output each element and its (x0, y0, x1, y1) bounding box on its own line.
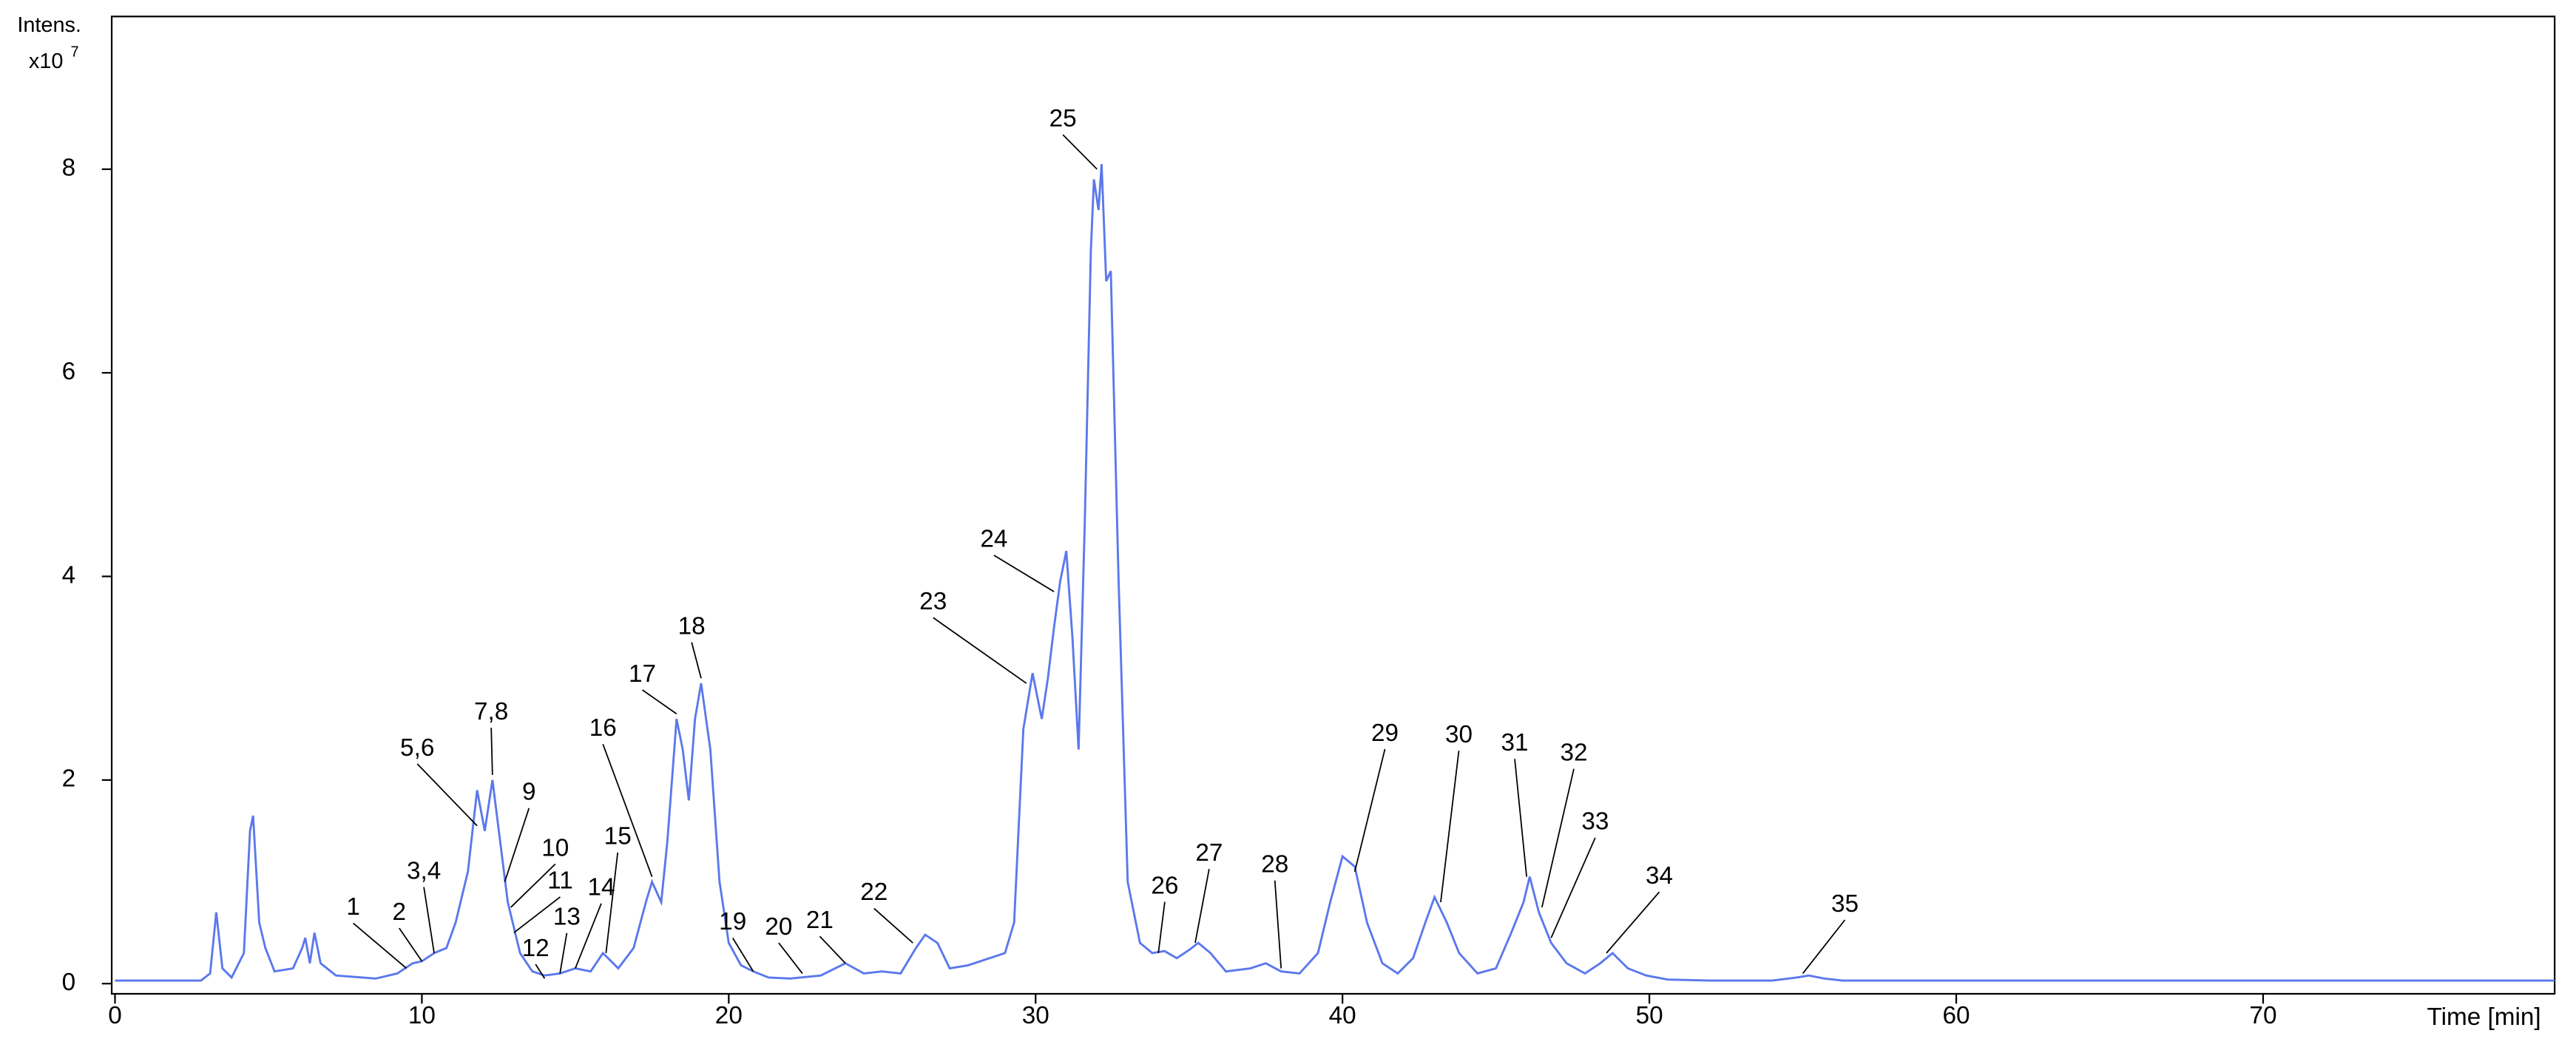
y-tick-label: 0 (62, 969, 76, 996)
annotation-leader (1274, 880, 1282, 969)
annotation-leader (575, 903, 602, 969)
trace (115, 163, 2555, 982)
annotation-label: 26 (1151, 872, 1178, 899)
x-tick-label: 50 (1636, 1002, 1663, 1029)
annotation-label: 9 (522, 779, 536, 806)
annotation-leader (1802, 919, 1846, 974)
annotation-label: 2 (393, 898, 407, 926)
annotation-label: 19 (719, 908, 746, 935)
annotation-label: 10 (541, 834, 569, 861)
annotation-label: 16 (589, 714, 617, 742)
annotation-leader (1157, 901, 1166, 954)
annotation-leader (873, 907, 913, 944)
annotation-leader (535, 964, 546, 979)
annotation-label: 7,8 (474, 698, 508, 725)
x-tick-label: 10 (408, 1002, 436, 1029)
x-tick-label: 20 (715, 1002, 743, 1029)
y-tick-label: 6 (62, 358, 76, 385)
annotation-label: 21 (806, 907, 834, 934)
annotation-label: 14 (587, 874, 615, 901)
annotation-leader (1194, 868, 1210, 944)
annotation-label: 27 (1195, 839, 1223, 867)
annotation-leader (778, 942, 803, 974)
annotation-leader (423, 887, 435, 954)
y-axis-multiplier-exponent: 7 (71, 44, 79, 60)
annotation-leader (602, 744, 653, 877)
annotation-leader (416, 763, 478, 827)
annotation-label: 12 (522, 935, 550, 962)
x-tick-label: 60 (1943, 1002, 1970, 1029)
annotation-leader (559, 932, 568, 974)
annotation-leader (1550, 837, 1596, 938)
annotation-label: 20 (765, 913, 792, 941)
y-axis-label: Intens. (17, 13, 81, 37)
annotation-leader (1440, 751, 1460, 903)
x-tick-label: 0 (108, 1002, 122, 1029)
y-tick-label: 8 (62, 155, 76, 182)
annotation-label: 33 (1581, 808, 1609, 836)
annotation-label: 28 (1261, 850, 1288, 878)
x-axis-label: Time [min] (2427, 1003, 2541, 1031)
y-axis-multiplier: x10 (29, 50, 64, 73)
annotation-label: 3,4 (407, 857, 441, 884)
y-tick-label: 4 (62, 561, 76, 589)
annotation-label: 31 (1501, 729, 1529, 756)
plot-frame (110, 16, 2556, 995)
annotation-label: 25 (1049, 105, 1077, 132)
annotation-label: 34 (1646, 862, 1673, 890)
x-tick-label: 40 (1329, 1002, 1356, 1029)
annotation-leader (1353, 748, 1386, 872)
annotation-leader (353, 922, 408, 969)
annotation-label: 22 (860, 878, 888, 906)
annotation-leader (513, 896, 561, 934)
annotation-label: 30 (1445, 721, 1473, 748)
annotation-label: 23 (919, 588, 947, 615)
annotation-label: 18 (678, 612, 706, 640)
annotation-leader (510, 863, 556, 908)
annotation-leader (490, 728, 493, 775)
annotation-leader (504, 807, 530, 882)
annotation-leader (731, 937, 754, 972)
annotation-leader (1062, 134, 1098, 170)
annotation-leader (1606, 891, 1660, 954)
annotation-label: 17 (629, 660, 656, 688)
annotation-label: 32 (1560, 739, 1587, 766)
annotation-label: 1 (346, 893, 360, 921)
annotation-label: 5,6 (400, 734, 434, 762)
annotation-label: 11 (547, 867, 573, 895)
annotation-leader (605, 852, 619, 953)
annotation-leader (819, 935, 846, 964)
annotation-leader (399, 927, 423, 962)
annotation-leader (1541, 768, 1575, 908)
x-tick-label: 70 (2249, 1002, 2276, 1029)
annotation-leader (933, 617, 1027, 684)
x-tick-label: 30 (1022, 1002, 1049, 1029)
annotation-leader (691, 642, 702, 679)
annotation-label: 13 (553, 904, 581, 931)
annotation-label: 35 (1831, 890, 1859, 918)
annotation-label: 15 (604, 823, 632, 850)
annotation-label: 24 (980, 526, 1007, 553)
annotation-leader (1514, 759, 1528, 877)
y-tick-label: 2 (62, 765, 76, 793)
annotation-leader (993, 555, 1055, 592)
annotation-leader (642, 689, 677, 715)
annotation-label: 29 (1371, 720, 1399, 747)
